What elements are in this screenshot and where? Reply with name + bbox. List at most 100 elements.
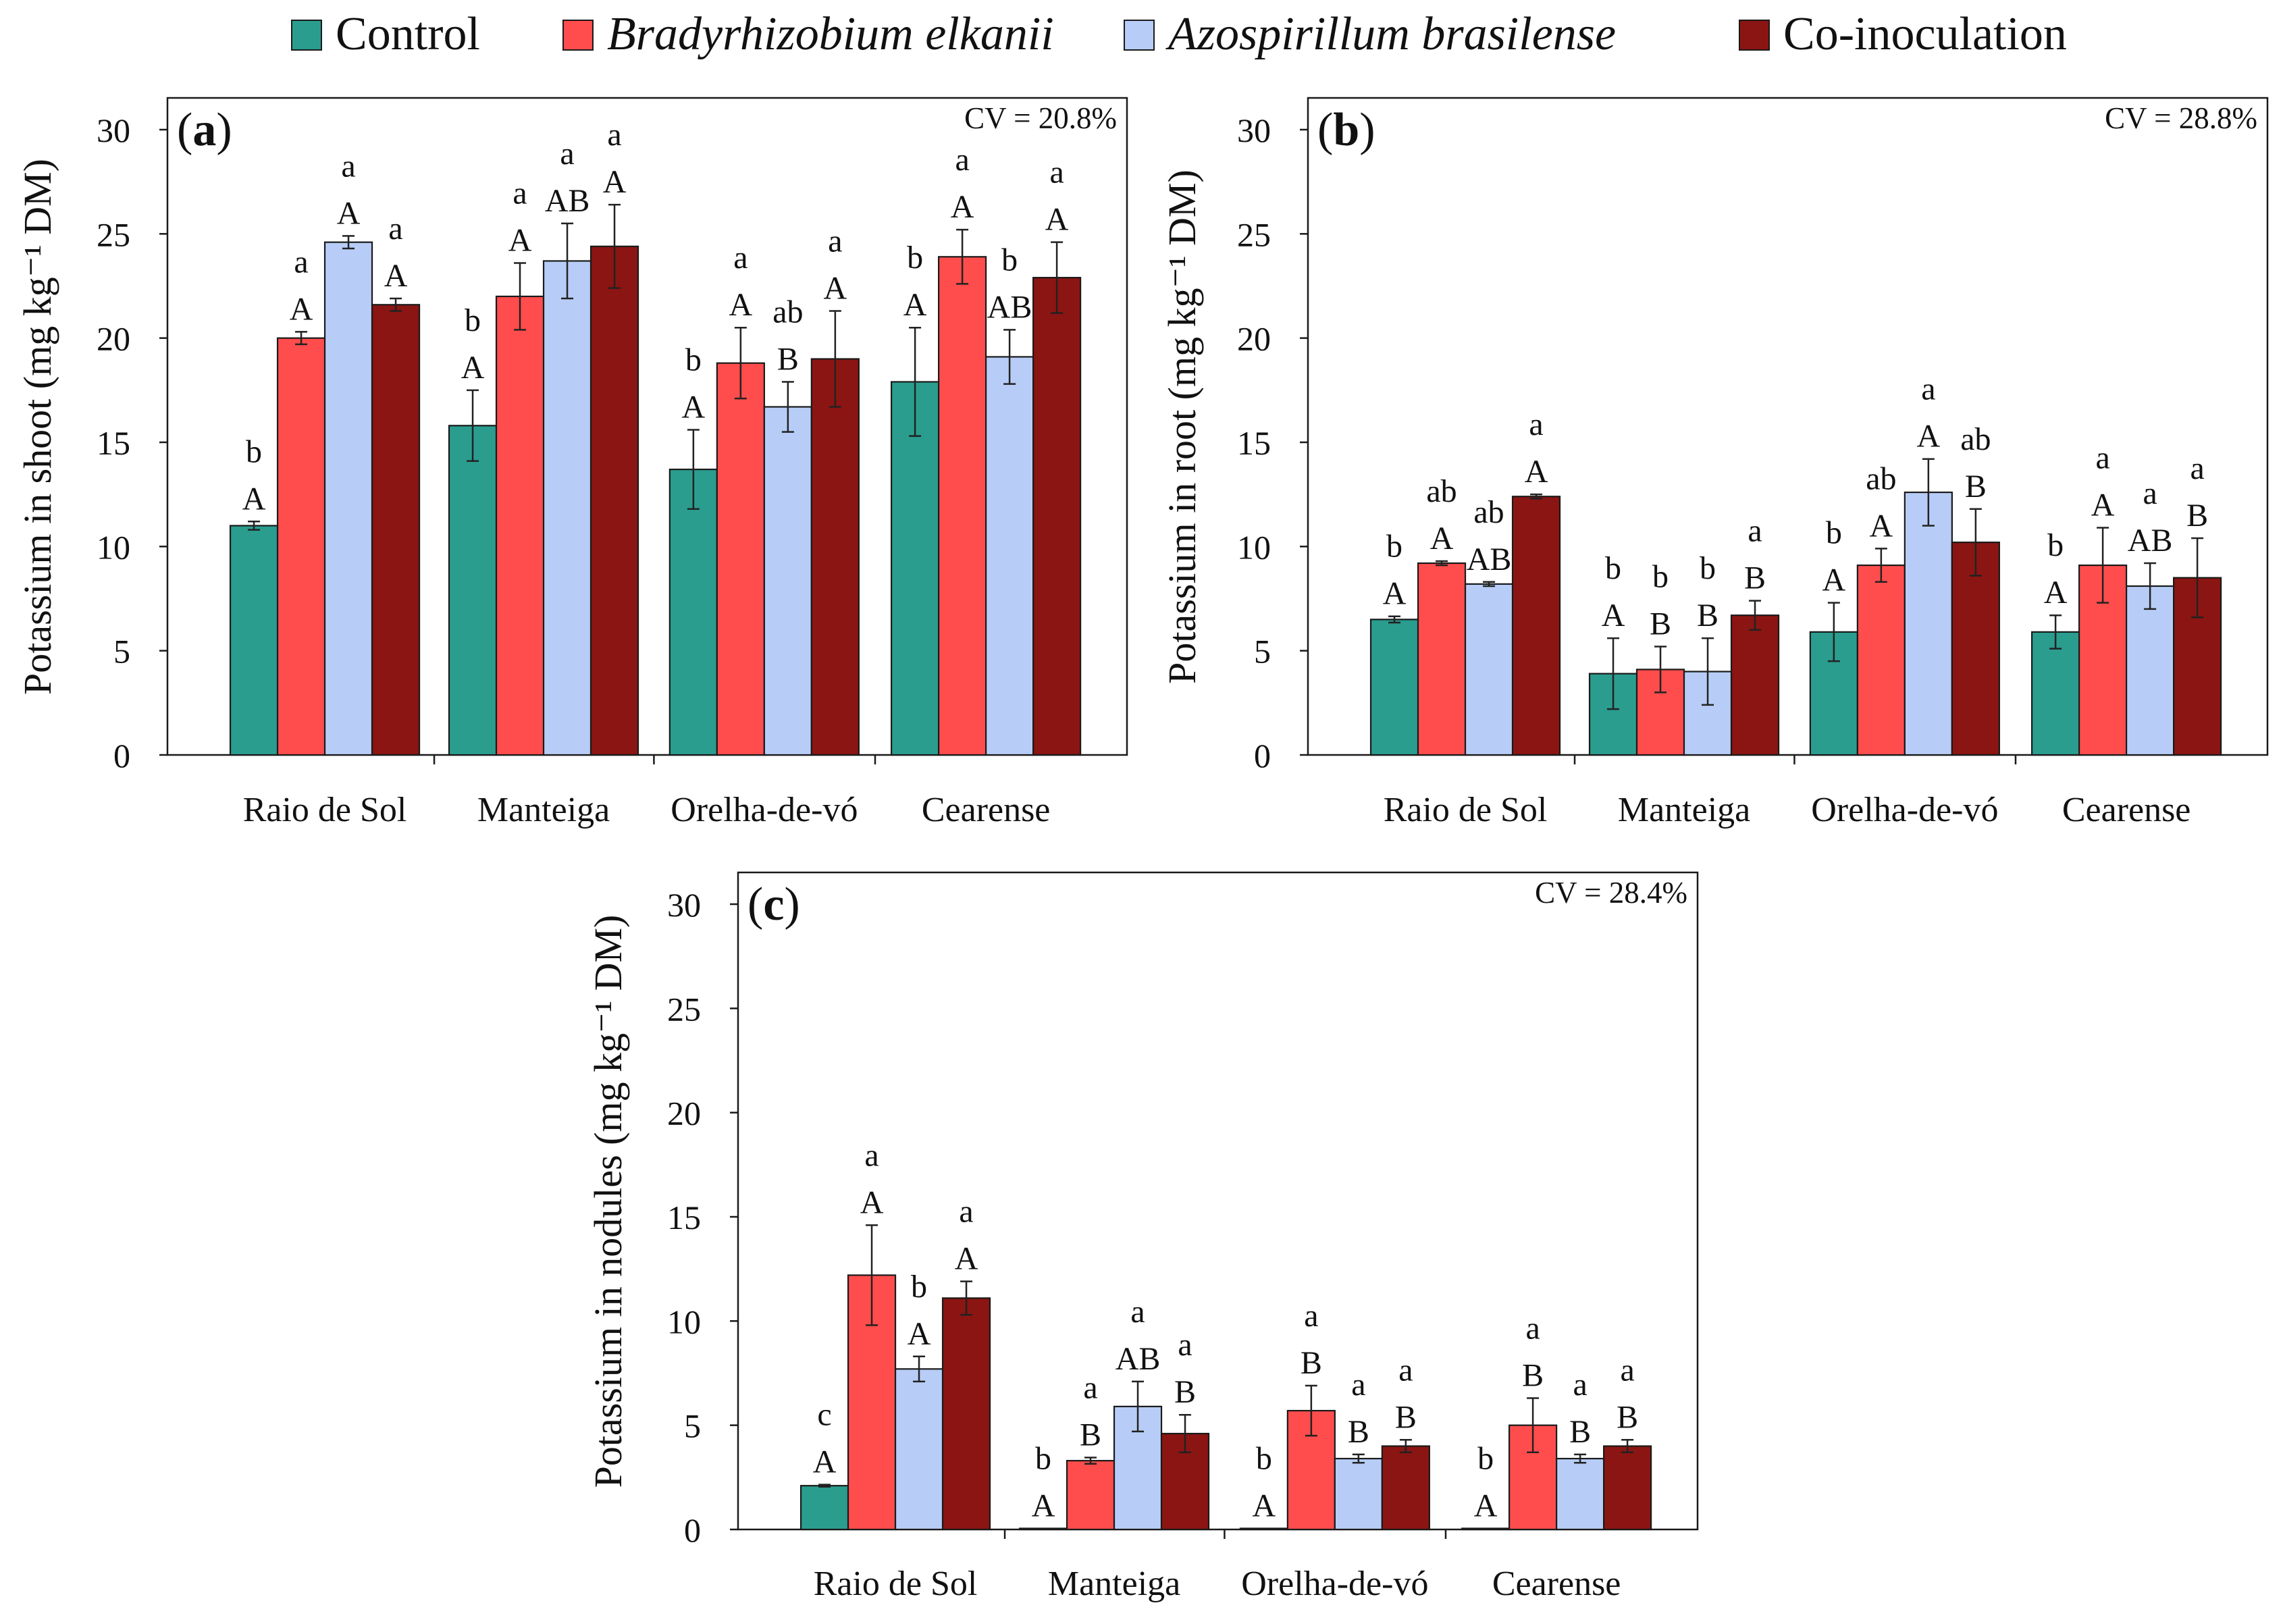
- legend-item: Bradyrhizobium elkanii: [562, 8, 1054, 60]
- category-label: Manteiga: [1048, 1565, 1180, 1603]
- significance-upper: A: [824, 271, 847, 307]
- bar: [1417, 562, 1467, 756]
- y-tick-label: 0: [1254, 737, 1271, 775]
- significance-lower: b: [1386, 529, 1402, 565]
- significance-lower: a: [733, 240, 747, 276]
- significance-lower: a: [341, 148, 355, 184]
- bar: [985, 356, 1034, 756]
- bar: [1239, 1527, 1288, 1531]
- significance-lower: b: [246, 434, 262, 469]
- y-tick-label: 20: [97, 320, 130, 358]
- legend-label: Co-inoculation: [1783, 8, 2067, 60]
- y-tick-label: 10: [667, 1303, 701, 1340]
- bar: [1511, 496, 1561, 756]
- significance-upper: A: [508, 223, 532, 259]
- significance-upper: AB: [545, 183, 590, 219]
- legend-item: Co-inoculation: [1739, 8, 2067, 60]
- significance-upper: A: [813, 1444, 837, 1480]
- significance-lower: a: [1525, 1311, 1540, 1346]
- significance-lower: a: [560, 136, 574, 172]
- bar: [810, 358, 860, 756]
- significance-upper: AB: [1467, 542, 1512, 577]
- significance-upper: A: [729, 287, 753, 323]
- cv-annotation: CV = 28.8%: [2105, 101, 2257, 135]
- bar: [2126, 585, 2175, 756]
- significance-lower: ab: [772, 294, 803, 330]
- category-label: Raio de Sol: [1384, 791, 1548, 829]
- chart-panel-a: 0 5 10 15 20 25 30 Potassium in shoot (mg kg⁻¹ …: [16, 97, 1128, 829]
- significance-lower: b: [1035, 1440, 1051, 1476]
- y-tick-label: 5: [684, 1407, 701, 1445]
- significance-upper: B: [1301, 1345, 1322, 1381]
- significance-lower: ab: [1960, 421, 1991, 457]
- bar: [763, 406, 812, 756]
- significance-lower: b: [907, 240, 923, 276]
- bar: [1730, 614, 1780, 756]
- category-label: Cearense: [922, 791, 1051, 829]
- panel-label: (a): [177, 104, 232, 156]
- significance-lower: a: [1049, 155, 1064, 190]
- significance-lower: a: [1398, 1352, 1413, 1388]
- significance-lower: a: [1351, 1367, 1365, 1403]
- significance-upper: B: [1395, 1399, 1417, 1435]
- significance-upper: A: [860, 1184, 884, 1220]
- significance-lower: a: [1921, 371, 1935, 407]
- y-tick-label: 30: [1237, 111, 1271, 149]
- significance-lower: b: [1256, 1440, 1272, 1476]
- bar: [1018, 1527, 1068, 1531]
- y-tick-label: 20: [1237, 320, 1271, 358]
- bar: [1334, 1457, 1383, 1531]
- bar: [448, 425, 498, 756]
- bar: [894, 1368, 944, 1531]
- category-label: Orelha-de-vó: [1811, 791, 1998, 829]
- bar: [2173, 577, 2222, 756]
- significance-upper: A: [603, 164, 627, 200]
- significance-upper: B: [1617, 1399, 1638, 1435]
- significance-lower: a: [1130, 1294, 1145, 1330]
- bar: [1556, 1457, 1605, 1531]
- bar: [323, 241, 373, 756]
- category-label: Raio de Sol: [243, 791, 407, 829]
- significance-lower: ab: [1473, 494, 1504, 530]
- significance-lower: a: [294, 244, 308, 280]
- significance-upper: B: [1522, 1358, 1544, 1394]
- significance-upper: A: [1032, 1488, 1055, 1523]
- significance-upper: A: [461, 350, 485, 386]
- significance-upper: A: [1383, 576, 1407, 612]
- y-tick-label: 0: [684, 1511, 701, 1549]
- cv-annotation: CV = 20.8%: [964, 101, 1117, 135]
- significance-upper: A: [1917, 419, 1941, 454]
- category-label: Manteiga: [1618, 791, 1750, 829]
- y-axis-label: Potassium in nodules (mg kg⁻¹ DM): [586, 915, 630, 1488]
- significance-lower: a: [1620, 1352, 1634, 1388]
- bar: [938, 256, 987, 756]
- legend-swatch: [291, 20, 322, 51]
- significance-upper: B: [1965, 469, 1987, 504]
- significance-upper: A: [903, 287, 927, 323]
- legend-label: Bradyrhizobium elkanii: [607, 8, 1054, 60]
- bar: [589, 245, 639, 756]
- legend: Control Bradyrhizobium elkanii Azospirillu…: [291, 8, 2067, 60]
- significance-lower: a: [1748, 513, 1762, 549]
- bar: [1066, 1460, 1116, 1531]
- y-tick-label: 10: [97, 528, 130, 566]
- legend-swatch: [1739, 20, 1770, 51]
- significance-lower: a: [388, 211, 402, 246]
- y-axis-label: Potassium in root (mg kg⁻¹ DM): [1160, 169, 1204, 684]
- legend-label: Azospirillum brasilense: [1165, 8, 1616, 60]
- significance-upper: A: [384, 258, 408, 294]
- bar: [1464, 583, 1514, 756]
- significance-upper: A: [337, 195, 361, 231]
- y-tick-label: 25: [1237, 215, 1271, 253]
- significance-lower: a: [1529, 407, 1543, 442]
- significance-upper: A: [1430, 521, 1454, 556]
- bar: [1951, 542, 2000, 756]
- legend-item: Azospirillum brasilense: [1124, 8, 1616, 60]
- significance-upper: A: [2091, 488, 2115, 523]
- chart-panel-b: 0 5 10 15 20 25 30 Potassium in root (mg kg⁻¹ D…: [1160, 97, 2269, 829]
- significance-lower: a: [2143, 475, 2157, 511]
- y-tick-label: 30: [667, 886, 701, 924]
- y-tick-label: 25: [667, 990, 701, 1028]
- bar: [941, 1297, 991, 1531]
